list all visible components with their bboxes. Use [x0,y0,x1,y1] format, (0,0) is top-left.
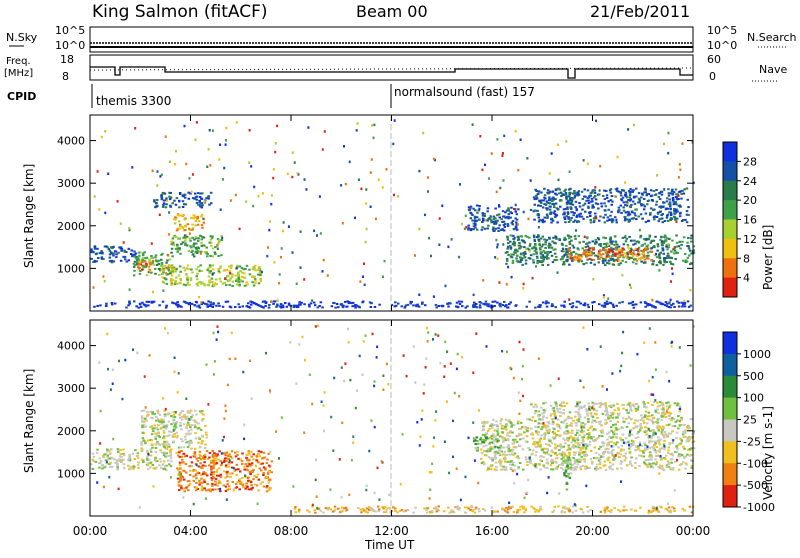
velocity-y-title: Slant Range [km] [22,369,36,473]
velocity-region-2 [176,450,274,492]
x-tick-label-1: 04:00 [173,524,208,538]
x-tick-label-5: 20:00 [575,524,610,538]
nsky-label: N.Sky [6,31,38,44]
nsky-left-tick-bottom: 10^0 [55,39,85,52]
nsky-left-tick-top: 10^5 [55,24,85,37]
velocity-colorbar-cell-4 [723,420,737,442]
power-ytick-label-3: 4000 [57,135,85,148]
station-title: King Salmon (fitACF) [92,2,268,22]
power-region-11 [93,300,692,308]
nsky-right-tick-bottom: 10^0 [707,39,737,52]
velocity-colorbar-cell-2 [723,376,737,398]
velocity-colorbar-tick-7: -1000 [743,501,775,514]
power-colorbar-cell-6 [723,258,737,278]
power-colorbar-tick-1: 24 [743,175,757,188]
freq-left-tick-top: 18 [60,53,74,66]
power-y-title: Slant Range [km] [22,164,36,268]
freq-unit: [MHz] [4,68,33,79]
velocity-region-4 [530,401,683,420]
power-colorbar-cell-3 [723,200,737,220]
power-region-10 [530,188,690,224]
power-region-4 [171,234,224,257]
velocity-colorbar-cell-3 [723,398,737,420]
nsearch-label: N.Search [747,31,797,44]
x-tick-label-3: 12:00 [374,524,409,538]
power-region-3 [161,264,263,287]
beam-title: Beam 00 [356,2,428,21]
velocity-colorbar-tick-4: -25 [743,435,761,448]
x-tick-label-6: 00:00 [676,524,711,538]
velocity-colorbar-cell-1 [723,354,737,376]
nsky-panel-frame [90,27,693,52]
date-title: 21/Feb/2011 [590,2,690,21]
x-tick-label-4: 16:00 [475,524,510,538]
freq-panel-frame [90,55,693,80]
power-colorbar-tick-5: 8 [743,252,750,265]
velocity-region-7 [294,505,695,513]
power-colorbar-tick-4: 12 [743,233,757,246]
cpid-segment-1: normalsound (fast) 157 [394,85,535,99]
power-colorbar: 28 24 20 16 12 8 4 [723,142,757,298]
velocity-colorbar-cell-0 [723,332,737,354]
power-colorbar-tick-6: 4 [743,272,750,285]
velocity-colorbar-tick-2: 100 [743,392,764,405]
velocity-region-3 [480,418,696,471]
velocity-colorbar-tick-1: 500 [743,370,764,383]
power-colorbar-cell-2 [723,181,737,201]
velocity-ytick-label-1: 2000 [57,425,85,438]
power-colorbar-cell-0 [723,142,737,162]
velocity-colorbar-cell-5 [723,441,737,463]
power-region-7 [467,205,520,233]
nave-right-tick-top: 60 [707,53,721,66]
cpid-segment-0: themis 3300 [96,94,171,108]
power-ytick-label-2: 3000 [57,177,85,190]
velocity-ytick-label-3: 4000 [57,340,85,353]
velocity-colorbar-title: Velocity [m s-1] [761,406,775,500]
x-tick-label-0: 00:00 [73,524,108,538]
power-colorbar-tick-0: 28 [743,155,757,168]
velocity-region-0 [90,448,173,471]
power-colorbar-title: Power [dB] [761,225,775,290]
cpid-label: CPID [7,90,36,103]
power-ytick-label-1: 2000 [57,220,85,233]
power-colorbar-cell-7 [723,278,737,298]
velocity-ytick-label-2: 3000 [57,382,85,395]
freq-label: Freq. [6,56,31,67]
x-tick-label-2: 08:00 [274,524,309,538]
velocity-colorbar-tick-3: 25 [743,414,757,427]
power-colorbar-tick-3: 16 [743,214,757,227]
power-heatmap [90,119,695,308]
x-axis-title: Time UT [364,538,415,552]
power-region-5 [173,213,205,231]
power-colorbar-tick-2: 20 [743,194,757,207]
nave-label: Nave [759,63,787,76]
velocity-ytick-label-0: 1000 [57,467,85,480]
power-noise-points [91,119,695,304]
nave-right-tick-bottom: 0 [709,70,716,83]
power-colorbar-cell-1 [723,161,737,181]
power-colorbar-cell-4 [723,220,737,240]
freq-left-tick-bottom: 8 [62,70,69,83]
power-ytick-label-0: 1000 [57,262,85,275]
power-region-6 [153,192,212,209]
velocity-heatmap [90,325,696,514]
velocity-colorbar-tick-0: 1000 [743,348,771,361]
power-region-0 [90,245,137,263]
velocity-colorbar-cell-7 [723,485,737,507]
nsky-right-tick-top: 10^5 [707,24,737,37]
power-colorbar-cell-5 [723,239,737,259]
velocity-colorbar-cell-6 [723,463,737,485]
